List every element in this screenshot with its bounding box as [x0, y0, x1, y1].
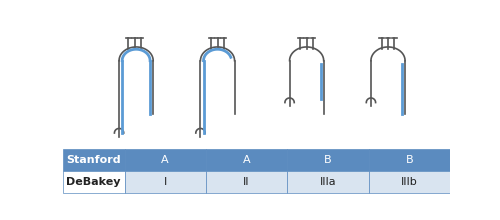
Bar — [62, 171, 124, 193]
Bar — [124, 171, 206, 193]
Bar — [287, 148, 368, 171]
Text: DeBakey: DeBakey — [66, 177, 121, 187]
Bar — [62, 148, 124, 171]
Text: IIIa: IIIa — [320, 177, 336, 187]
Bar — [368, 171, 450, 193]
Text: IIIb: IIIb — [401, 177, 417, 187]
Text: II: II — [244, 177, 250, 187]
Bar — [206, 171, 287, 193]
Bar — [206, 148, 287, 171]
Text: B: B — [406, 155, 413, 165]
Text: A: A — [162, 155, 169, 165]
Text: I: I — [164, 177, 167, 187]
Bar — [287, 171, 368, 193]
Text: B: B — [324, 155, 332, 165]
Text: Stanford: Stanford — [66, 155, 121, 165]
Text: A: A — [243, 155, 250, 165]
Bar — [368, 148, 450, 171]
Bar — [124, 148, 206, 171]
